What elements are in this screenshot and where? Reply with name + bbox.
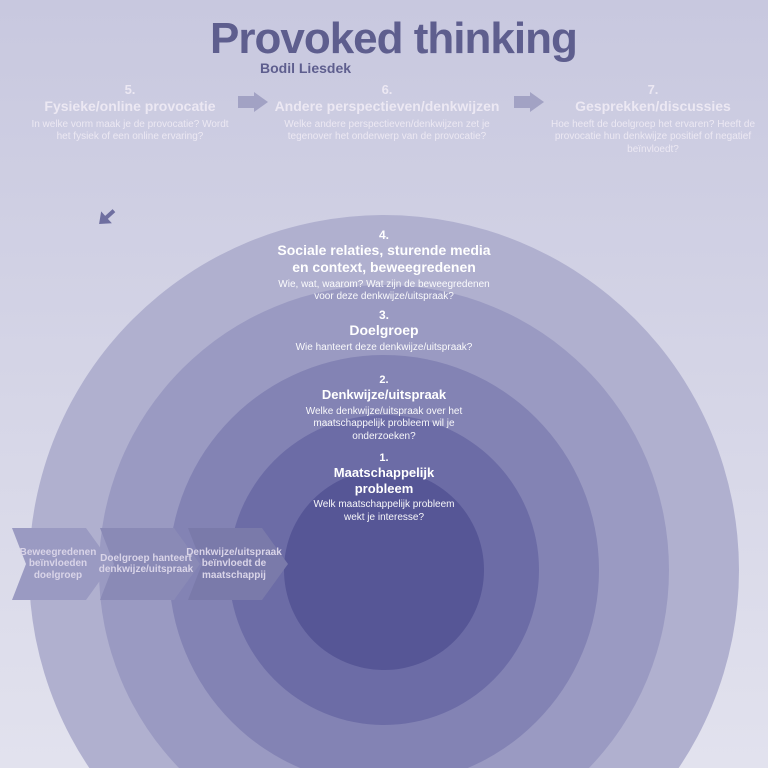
ring-desc: Wie hanteert deze denkwijze/uitspraak? <box>294 342 474 355</box>
flow-arrow-label-2: Doelgroep hanteert denkwijze/uitspraak <box>100 528 200 600</box>
top-step-title: Gesprekken/discussies <box>548 98 758 116</box>
flow-arrow-label-3: Denkwijze/uitspraak beïnvloedt de maatsc… <box>188 528 288 600</box>
top-arrow-2-icon <box>514 92 544 112</box>
ring-desc: Welk maatschappelijk probleem wekt je in… <box>309 499 459 524</box>
ring-label-3: 2.Denkwijze/uitspraak Welke denkwijze/uit… <box>284 374 484 443</box>
flow-arrow-1: Beweegredenen beïnvloeden doelgroep <box>12 528 112 600</box>
top-arrow-1-icon <box>238 92 268 112</box>
top-step-7: 7.Gesprekken/discussies Hoe heeft de doel… <box>548 82 758 156</box>
ring-to-step5-arrow-icon <box>91 199 125 233</box>
main-title: Provoked thinking <box>210 14 577 64</box>
ring-label-1: 4.Sociale relaties, sturende media en co… <box>269 228 499 304</box>
ring-label-4: 1.Maatschappelijk probleem Welk maatschap… <box>309 452 459 524</box>
ring-desc: Wie, wat, waarom? Wat zijn de beweegrede… <box>269 279 499 304</box>
top-step-num: 5. <box>30 82 230 98</box>
flow-arrow-2: Doelgroep hanteert denkwijze/uitspraak <box>100 528 200 600</box>
ring-label-2: 3.Doelgroep Wie hanteert deze denkwijze/u… <box>294 308 474 355</box>
top-step-title: Fysieke/online provocatie <box>30 98 230 116</box>
ring-num: 1. <box>309 452 459 465</box>
top-step-num: 7. <box>548 82 758 98</box>
author-subtitle: Bodil Liesdek <box>260 60 351 76</box>
top-step-5: 5.Fysieke/online provocatie In welke vorm… <box>30 82 230 144</box>
flow-arrow-label-1: Beweegredenen beïnvloeden doelgroep <box>12 528 112 600</box>
ring-desc: Welke denkwijze/uitspraak over het maats… <box>284 406 484 444</box>
top-step-num: 6. <box>272 82 502 98</box>
top-step-desc: Welke andere perspectieven/denkwijzen ze… <box>272 119 502 144</box>
ring-title: Sociale relaties, sturende media en cont… <box>269 242 499 276</box>
ring-num: 3. <box>294 308 474 322</box>
ring-num: 4. <box>269 228 499 242</box>
top-step-6: 6.Andere perspectieven/denkwijzen Welke a… <box>272 82 502 144</box>
ring-num: 2. <box>284 374 484 387</box>
top-step-desc: In welke vorm maak je de provocatie? Wor… <box>30 119 230 144</box>
top-step-desc: Hoe heeft de doelgroep het ervaren? Heef… <box>548 119 758 157</box>
ring-title: Maatschappelijk probleem <box>309 465 459 496</box>
ring-title: Denkwijze/uitspraak <box>284 387 484 403</box>
top-step-title: Andere perspectieven/denkwijzen <box>272 98 502 116</box>
ring-title: Doelgroep <box>294 322 474 339</box>
flow-arrow-3: Denkwijze/uitspraak beïnvloedt de maatsc… <box>188 528 288 600</box>
